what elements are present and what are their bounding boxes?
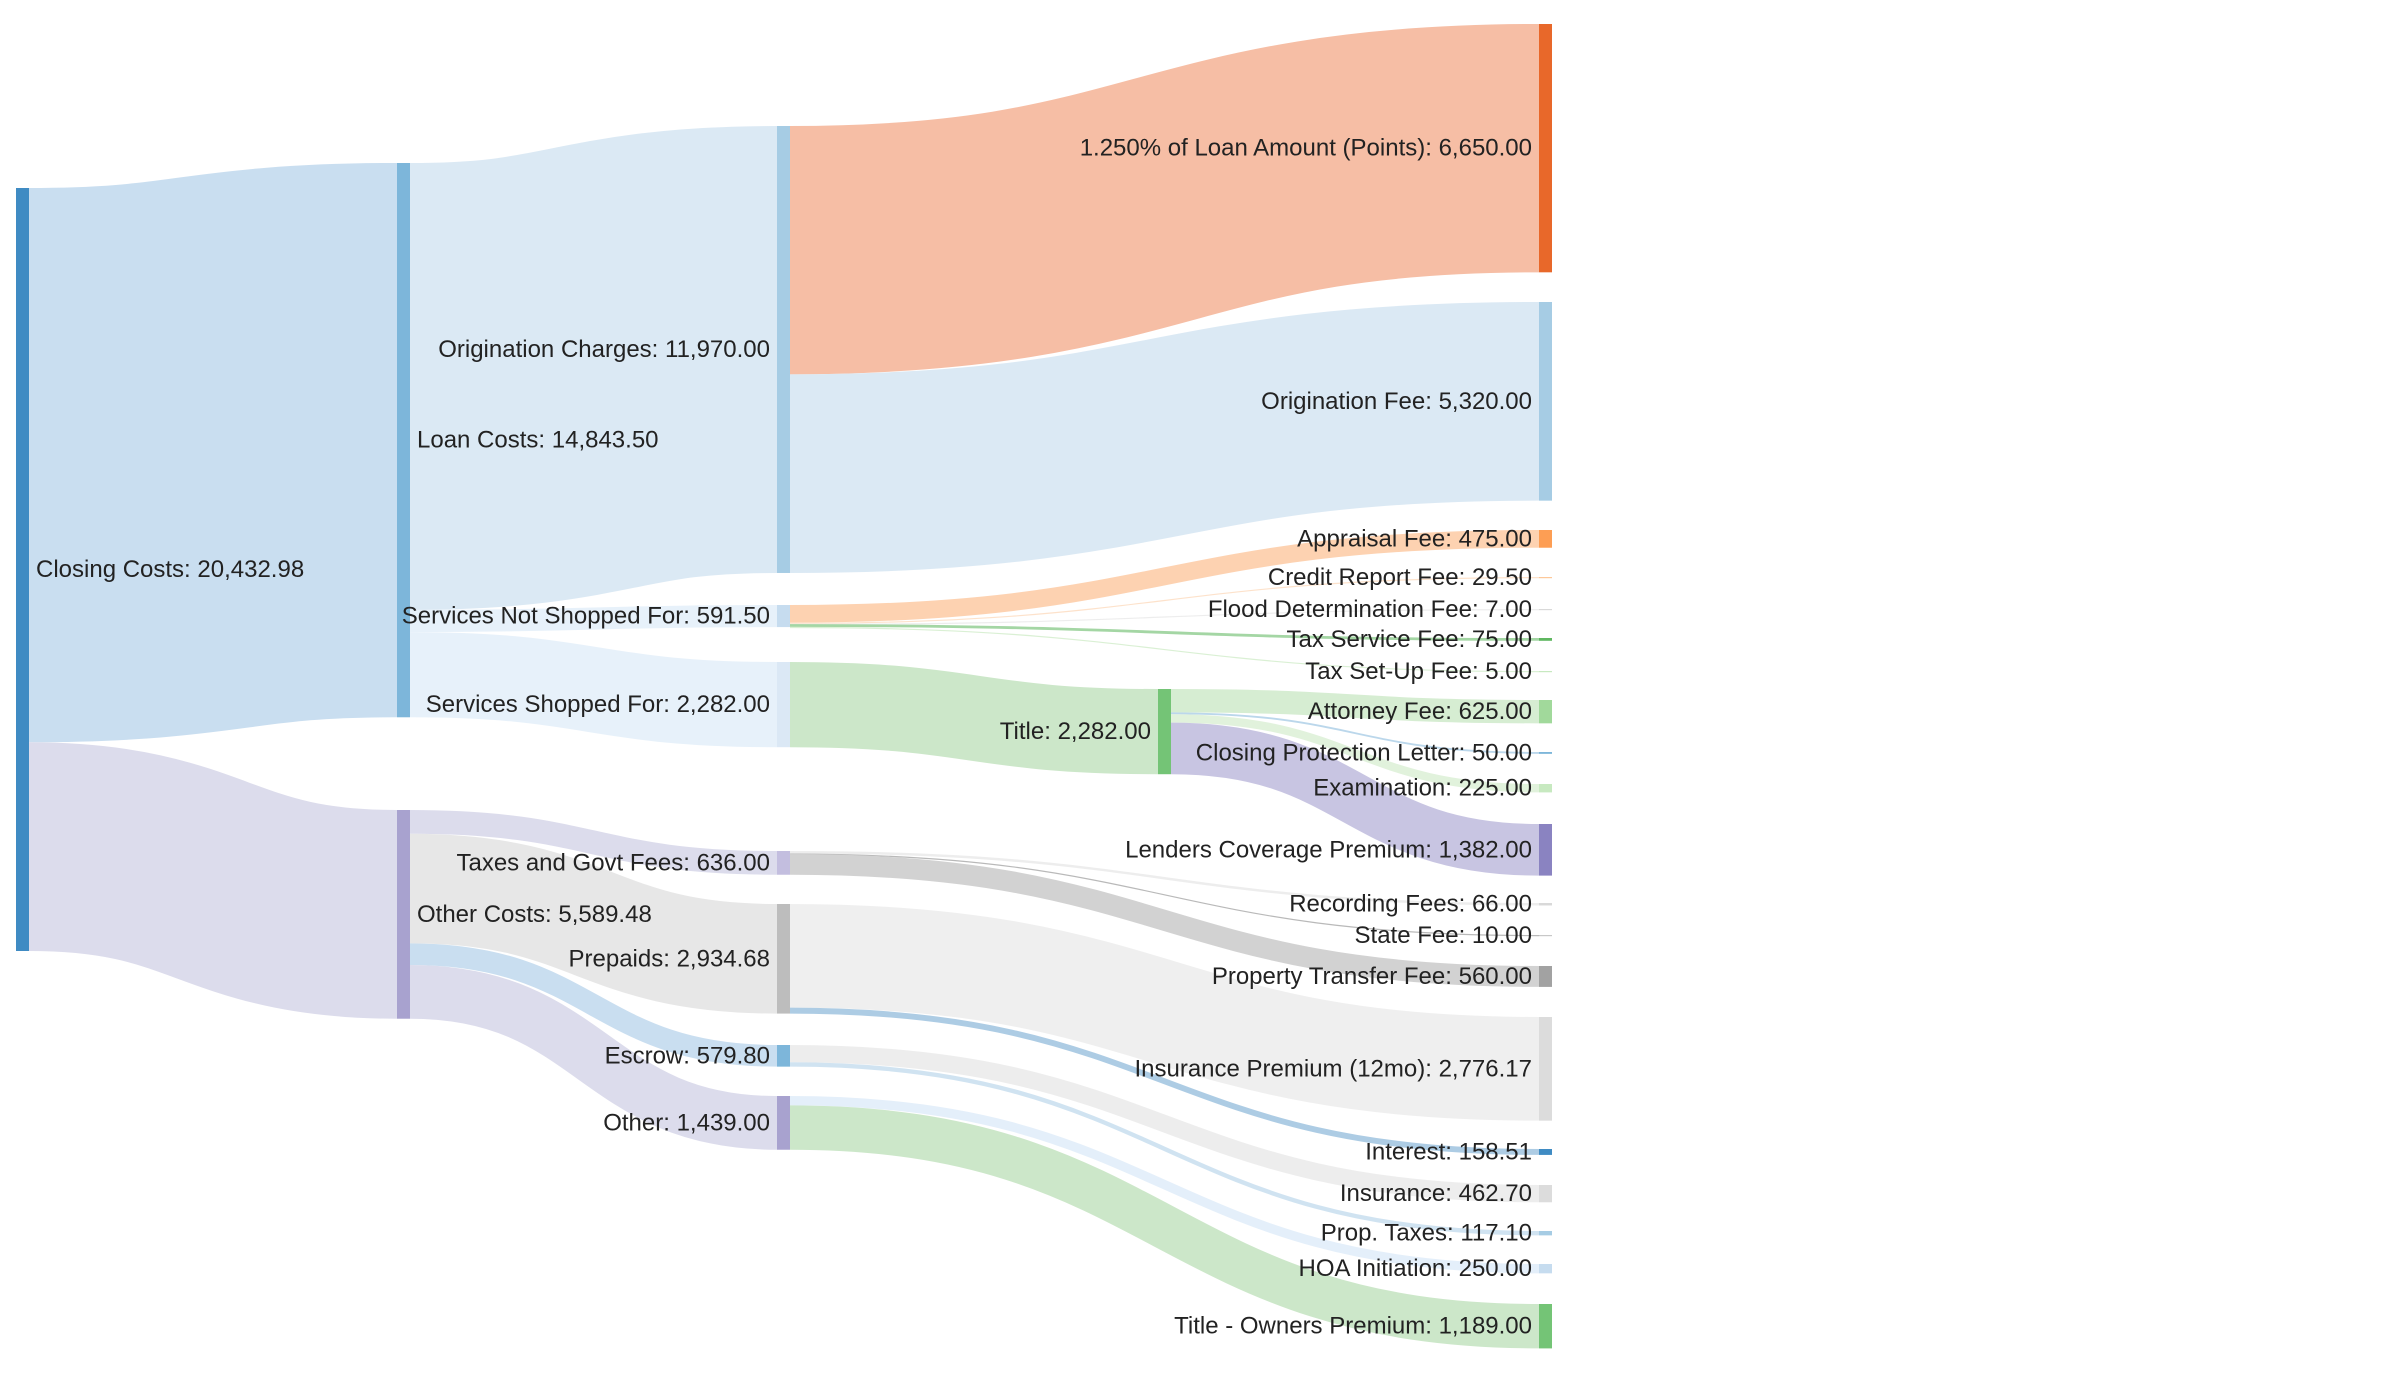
link-other_costs-to-prepaids[interactable]: [409, 833, 778, 1014]
node-attorney[interactable]: [1539, 700, 1552, 724]
link-prepaids-to-interest[interactable]: [789, 1007, 1540, 1155]
link-shopped-to-title[interactable]: [789, 662, 1159, 775]
node-label-other_costs: Other Costs: 5,589.48: [417, 901, 652, 928]
link-not_shopped-to-tax_setup[interactable]: [789, 626, 1540, 673]
node-flood[interactable]: [1539, 609, 1552, 611]
link-not_shopped-to-appraisal[interactable]: [789, 530, 1540, 623]
node-label-lenders: Lenders Coverage Premium: 1,382.00: [1125, 836, 1532, 863]
node-owners[interactable]: [1539, 1304, 1552, 1349]
node-taxes[interactable]: [777, 851, 790, 875]
node-closing[interactable]: [16, 188, 29, 951]
link-title-to-attorney[interactable]: [1170, 688, 1540, 724]
node-interest[interactable]: [1539, 1149, 1552, 1155]
link-not_shopped-to-tax_service[interactable]: [789, 624, 1540, 641]
link-title-to-cpl[interactable]: [1170, 712, 1540, 754]
node-label-recording: Recording Fees: 66.00: [1289, 891, 1532, 918]
node-label-examination: Examination: 225.00: [1313, 775, 1532, 802]
node-other[interactable]: [777, 1096, 790, 1150]
link-closing-to-other_costs[interactable]: [27, 742, 399, 1019]
node-orig_fee[interactable]: [1539, 302, 1552, 501]
node-tax_setup[interactable]: [1539, 671, 1552, 673]
node-title[interactable]: [1158, 689, 1171, 775]
node-label-title: Title: 2,282.00: [1000, 718, 1151, 745]
link-not_shopped-to-credit[interactable]: [789, 577, 1540, 624]
link-escrow-to-prop_taxes[interactable]: [789, 1062, 1540, 1236]
sankey-nodes: [16, 24, 1552, 1349]
node-state[interactable]: [1539, 935, 1552, 937]
node-label-transfer: Property Transfer Fee: 560.00: [1212, 963, 1532, 990]
node-label-attorney: Attorney Fee: 625.00: [1308, 698, 1532, 725]
node-label-tax_setup: Tax Set-Up Fee: 5.00: [1305, 658, 1532, 685]
node-tax_service[interactable]: [1539, 638, 1552, 641]
link-origination-to-orig_fee[interactable]: [789, 302, 1540, 573]
link-loan-to-origination[interactable]: [408, 125, 779, 610]
link-other-to-hoa[interactable]: [789, 1096, 1540, 1274]
node-label-taxes: Taxes and Govt Fees: 636.00: [456, 849, 770, 876]
node-insurance[interactable]: [1539, 1185, 1552, 1203]
node-appraisal[interactable]: [1539, 530, 1552, 548]
node-lenders[interactable]: [1539, 824, 1552, 876]
node-label-owners: Title - Owners Premium: 1,189.00: [1174, 1313, 1532, 1340]
node-label-prepaids: Prepaids: 2,934.68: [569, 945, 770, 972]
node-insurance_prem[interactable]: [1539, 1017, 1552, 1121]
node-examination[interactable]: [1539, 784, 1552, 793]
node-label-credit: Credit Report Fee: 29.50: [1268, 564, 1532, 591]
link-escrow-to-insurance[interactable]: [789, 1045, 1540, 1203]
node-loan[interactable]: [397, 163, 410, 718]
node-label-appraisal: Appraisal Fee: 475.00: [1297, 525, 1532, 552]
node-shopped[interactable]: [777, 662, 790, 748]
node-label-insurance: Insurance: 462.70: [1340, 1180, 1532, 1207]
link-taxes-to-recording[interactable]: [789, 850, 1540, 906]
node-hoa[interactable]: [1539, 1264, 1552, 1274]
node-label-not_shopped: Services Not Shopped For: 591.50: [402, 603, 770, 630]
node-label-hoa: HOA Initiation: 250.00: [1299, 1255, 1532, 1282]
link-not_shopped-to-flood[interactable]: [789, 609, 1540, 626]
link-other-to-owners[interactable]: [789, 1105, 1540, 1349]
node-label-other: Other: 1,439.00: [603, 1109, 770, 1136]
link-title-to-examination[interactable]: [1170, 714, 1540, 793]
node-label-orig_fee: Origination Fee: 5,320.00: [1261, 388, 1532, 415]
link-title-to-lenders[interactable]: [1170, 722, 1540, 876]
node-label-interest: Interest: 158.51: [1365, 1138, 1532, 1165]
node-label-escrow: Escrow: 579.80: [605, 1042, 770, 1069]
node-label-points: 1.250% of Loan Amount (Points): 6,650.00: [1080, 135, 1532, 162]
node-label-cpl: Closing Protection Letter: 50.00: [1196, 739, 1532, 766]
node-label-prop_taxes: Prop. Taxes: 117.10: [1321, 1220, 1532, 1247]
link-other_costs-to-other[interactable]: [409, 964, 778, 1150]
node-label-state: State Fee: 10.00: [1355, 922, 1532, 949]
link-prepaids-to-insurance_prem[interactable]: [789, 903, 1540, 1121]
node-recording[interactable]: [1539, 903, 1552, 906]
node-label-tax_service: Tax Service Fee: 75.00: [1287, 626, 1532, 653]
node-label-loan: Loan Costs: 14,843.50: [417, 427, 659, 454]
link-closing-to-loan[interactable]: [27, 163, 399, 743]
node-label-closing: Closing Costs: 20,432.98: [36, 556, 304, 583]
node-other_costs[interactable]: [397, 810, 410, 1019]
node-prepaids[interactable]: [777, 904, 790, 1014]
node-prop_taxes[interactable]: [1539, 1231, 1552, 1236]
link-loan-to-not_shopped[interactable]: [409, 605, 778, 633]
node-credit[interactable]: [1539, 577, 1552, 579]
link-origination-to-points[interactable]: [789, 24, 1540, 375]
node-points[interactable]: [1539, 24, 1552, 273]
node-label-origination: Origination Charges: 11,970.00: [438, 336, 770, 363]
link-other_costs-to-taxes[interactable]: [409, 810, 778, 875]
node-escrow[interactable]: [777, 1045, 790, 1067]
link-loan-to-shopped[interactable]: [409, 632, 778, 748]
sankey-labels: Closing Costs: 20,432.98 Loan Costs: 14,8…: [36, 135, 1532, 1340]
link-taxes-to-state[interactable]: [789, 853, 1540, 937]
link-taxes-to-transfer[interactable]: [789, 853, 1540, 987]
link-other_costs-to-escrow[interactable]: [409, 943, 778, 1067]
node-cpl[interactable]: [1539, 752, 1552, 754]
sankey-links: [27, 24, 1540, 1349]
node-transfer[interactable]: [1539, 966, 1552, 987]
node-label-flood: Flood Determination Fee: 7.00: [1208, 596, 1532, 623]
node-label-shopped: Services Shopped For: 2,282.00: [426, 691, 770, 718]
node-label-insurance_prem: Insurance Premium (12mo): 2,776.17: [1134, 1055, 1532, 1082]
node-origination[interactable]: [777, 126, 790, 573]
node-not_shopped[interactable]: [777, 605, 790, 628]
